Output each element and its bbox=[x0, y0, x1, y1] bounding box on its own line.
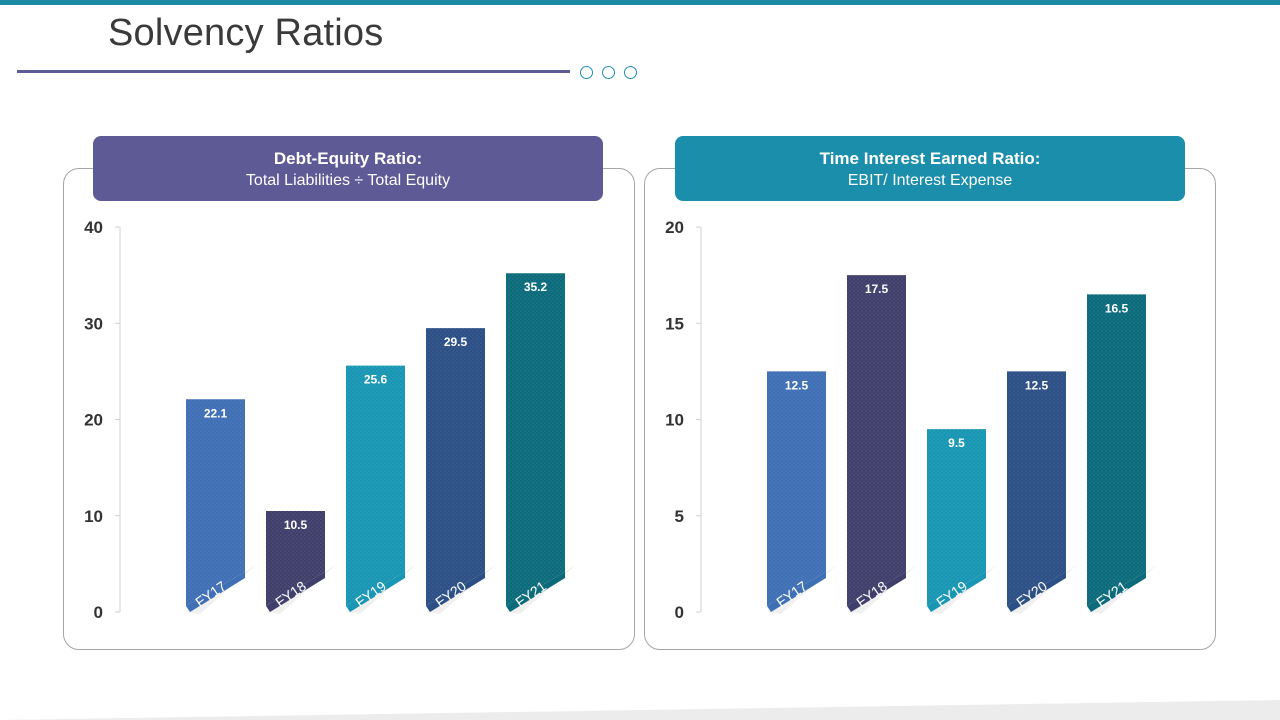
decorative-circle-2 bbox=[602, 66, 615, 79]
decorative-circle-3 bbox=[624, 66, 637, 79]
tie-ratio-formula: EBIT/ Interest Expense bbox=[847, 172, 1013, 189]
bar-fold bbox=[266, 572, 325, 612]
bar-value-label: 9.5 bbox=[948, 436, 965, 450]
tie-ratio-header: Time Interest Earned Ratio: EBIT/ Intere… bbox=[675, 136, 1185, 201]
bar-fy19 bbox=[346, 365, 405, 606]
y-tick-label: 30 bbox=[84, 314, 103, 333]
y-tick-label: 15 bbox=[665, 314, 684, 333]
bar-fold bbox=[186, 572, 245, 612]
bar-fy21 bbox=[506, 273, 565, 606]
decorative-circle-1 bbox=[580, 66, 593, 79]
bar-fold bbox=[1007, 572, 1066, 612]
bar-value-label: 29.5 bbox=[444, 335, 468, 349]
bar-fy17 bbox=[186, 399, 245, 606]
bar-fy18 bbox=[266, 510, 325, 606]
bar-fy20 bbox=[1007, 371, 1066, 606]
y-tick-label: 10 bbox=[665, 411, 684, 430]
bar-fy17 bbox=[767, 371, 826, 606]
bar-value-label: 16.5 bbox=[1105, 301, 1129, 315]
bottom-decorative-band bbox=[0, 700, 1280, 720]
debt-equity-header: Debt-Equity Ratio: Total Liabilities ÷ T… bbox=[93, 136, 603, 201]
bar-fold bbox=[506, 572, 565, 612]
bar-value-label: 17.5 bbox=[865, 282, 889, 296]
y-tick-label: 40 bbox=[84, 218, 103, 237]
bar-fold bbox=[847, 572, 906, 612]
bar-fold bbox=[1087, 572, 1146, 612]
y-tick-label: 20 bbox=[665, 218, 684, 237]
y-tick-label: 0 bbox=[94, 603, 103, 622]
bar-value-label: 10.5 bbox=[284, 518, 308, 532]
y-tick-label: 20 bbox=[84, 411, 103, 430]
debt-equity-formula: Total Liabilities ÷ Total Equity bbox=[245, 172, 451, 189]
bar-fy19 bbox=[927, 429, 986, 606]
bar-value-label: 35.2 bbox=[524, 280, 548, 294]
y-tick-label: 0 bbox=[675, 603, 684, 622]
bar-value-label: 22.1 bbox=[204, 406, 228, 420]
title-underline bbox=[17, 70, 570, 73]
bar-fold bbox=[767, 572, 826, 612]
bar-fy18 bbox=[847, 275, 906, 606]
debt-equity-title: Debt-Equity Ratio: bbox=[273, 149, 423, 168]
bar-fold bbox=[927, 572, 986, 612]
bar-value-label: 25.6 bbox=[364, 373, 388, 387]
bar-fy20 bbox=[426, 328, 485, 606]
bar-fold bbox=[426, 572, 485, 612]
bar-fold bbox=[346, 572, 405, 612]
bar-value-label: 12.5 bbox=[785, 378, 809, 392]
top-accent-bar bbox=[0, 0, 1280, 5]
y-tick-label: 5 bbox=[675, 507, 684, 526]
bar-fy21 bbox=[1087, 294, 1146, 606]
debt-equity-chart: 01020304022.1FY1710.5FY1825.6FY1929.5FY2… bbox=[84, 218, 577, 622]
y-tick-label: 10 bbox=[84, 507, 103, 526]
tie-ratio-title: Time Interest Earned Ratio: bbox=[819, 149, 1041, 168]
bar-value-label: 12.5 bbox=[1025, 378, 1049, 392]
tie-ratio-chart: 0510152012.5FY1717.5FY189.5FY1912.5FY201… bbox=[665, 218, 1158, 622]
page-title: Solvency Ratios bbox=[108, 12, 384, 54]
